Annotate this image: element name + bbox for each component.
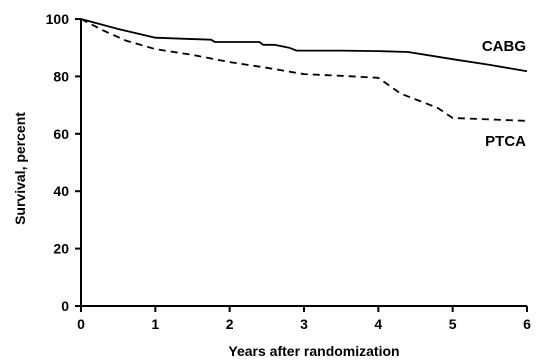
plot-lines (80, 18, 528, 122)
series-label-ptca: PTCA (485, 133, 526, 150)
x-axis-title: Years after randomization (228, 343, 399, 359)
y-tick-label: 100 (46, 11, 70, 27)
y-tick-label: 0 (61, 298, 69, 314)
series-label-cabg: CABG (482, 38, 526, 55)
y-tick-label: 40 (53, 183, 69, 199)
x-tick-label: 3 (300, 316, 308, 332)
y-tick-label: 20 (53, 241, 69, 257)
x-tick-label: 0 (77, 316, 85, 332)
x-tick-label: 5 (449, 316, 457, 332)
y-axis-title: Survival, percent (12, 112, 28, 225)
x-ticks: 0 1 2 3 4 5 6 (77, 306, 531, 332)
y-ticks: 0 20 40 60 80 100 (46, 11, 81, 314)
x-tick-label: 2 (226, 316, 234, 332)
series-line-ptca (80, 18, 528, 122)
x-tick-label: 6 (523, 316, 531, 332)
y-tick-label: 60 (53, 126, 69, 142)
series-line-cabg (80, 18, 528, 73)
x-tick-label: 4 (374, 316, 382, 332)
x-tick-label: 1 (151, 316, 159, 332)
axes (80, 19, 527, 307)
series-labels: CABG PTCA (482, 38, 526, 150)
y-tick-label: 80 (53, 68, 69, 84)
